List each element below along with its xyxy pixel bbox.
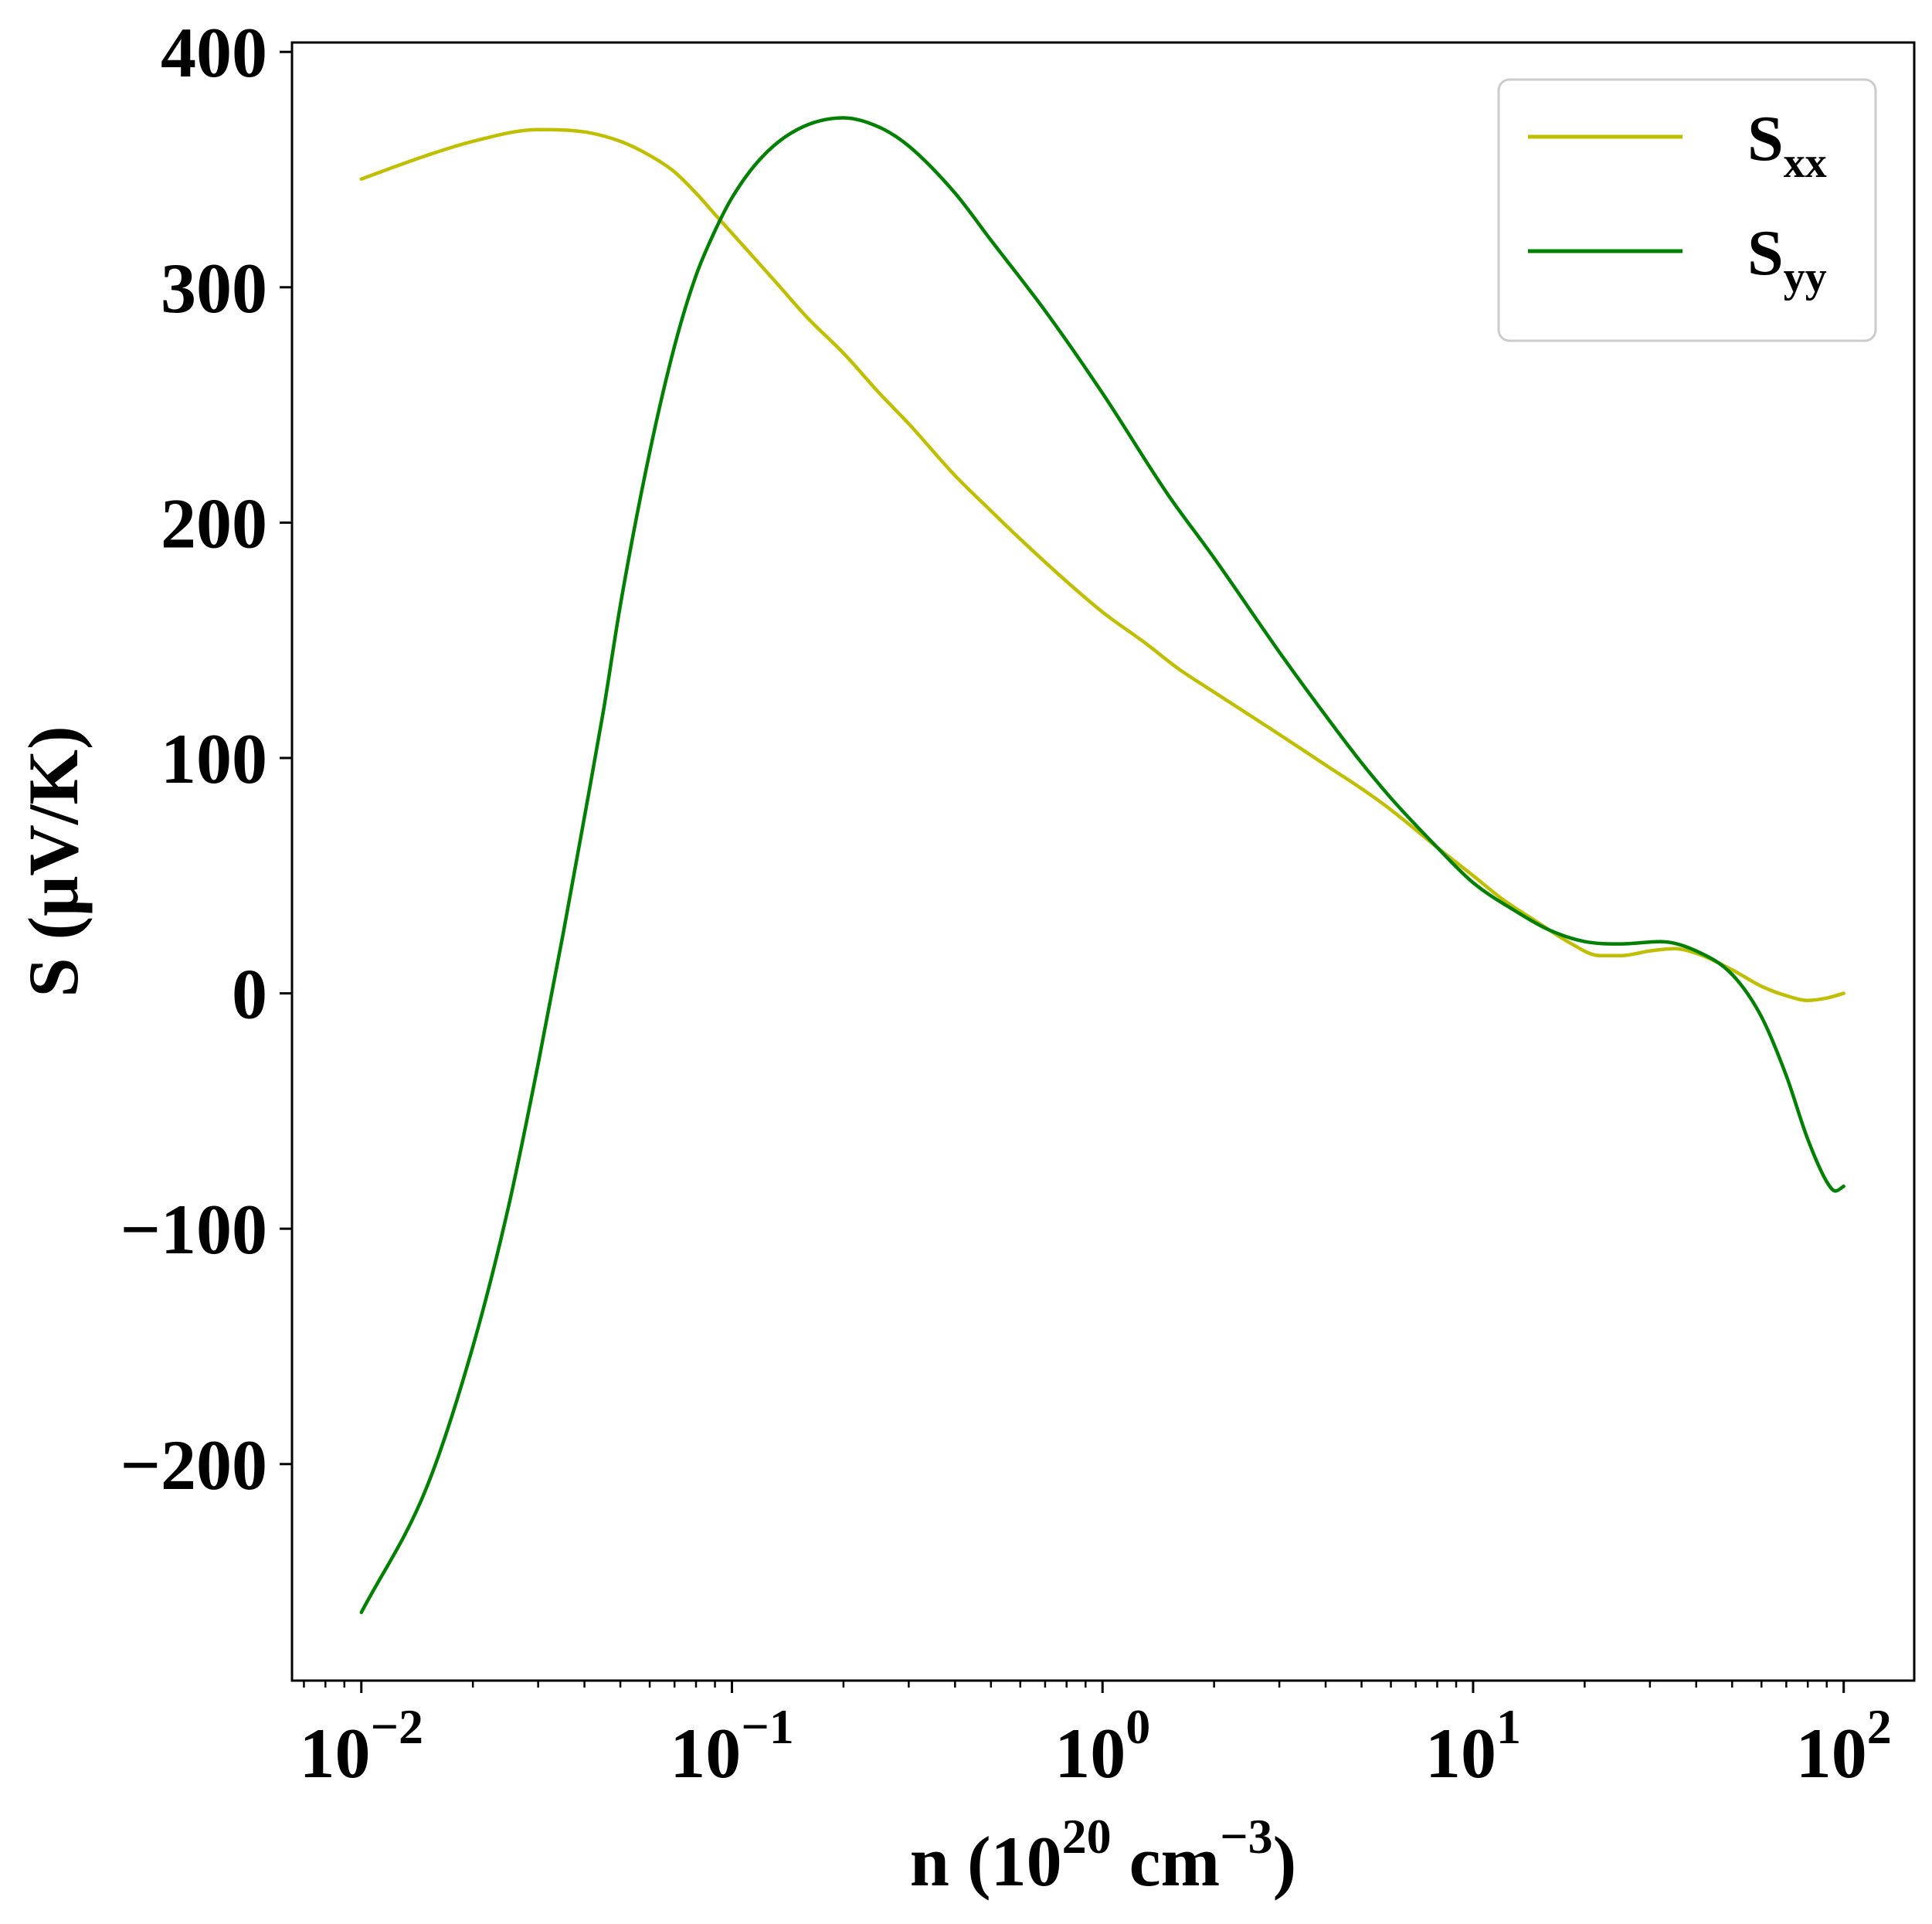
legend-label-sxx: Sxx	[1747, 103, 1827, 187]
plot-frame	[290, 41, 1916, 1682]
y-tick-label: −200	[121, 1426, 267, 1504]
ticks-layer: 10−2 10−1 100 101 102 −200 −100 0 100 200 300 400	[121, 13, 1892, 1793]
y-tick-label: −100	[121, 1190, 267, 1269]
legend: Sxx Syy	[1497, 78, 1877, 342]
y-tick-label: 300	[161, 249, 267, 328]
y-tick-label: 0	[232, 955, 267, 1034]
y-axis-label: S (μV/K)	[14, 726, 93, 997]
series-layer	[359, 116, 1845, 1614]
legend-box	[1497, 78, 1877, 342]
x-axis-label: n (1020 cm−3)	[910, 1809, 1296, 1901]
x-tick-label: 10−1	[670, 1699, 793, 1793]
series-line-syy	[359, 116, 1845, 1614]
y-tick-label: 200	[161, 484, 267, 563]
series-line-sxx	[359, 127, 1845, 1002]
legend-label-syy: Syy	[1747, 217, 1827, 301]
y-tick-label: 400	[161, 13, 267, 92]
y-tick-label: 100	[161, 719, 267, 798]
x-tick-label: 102	[1796, 1699, 1892, 1793]
x-tick-label: 10−2	[300, 1699, 423, 1793]
x-tick-label: 100	[1054, 1699, 1150, 1793]
x-tick-label: 101	[1425, 1699, 1521, 1793]
